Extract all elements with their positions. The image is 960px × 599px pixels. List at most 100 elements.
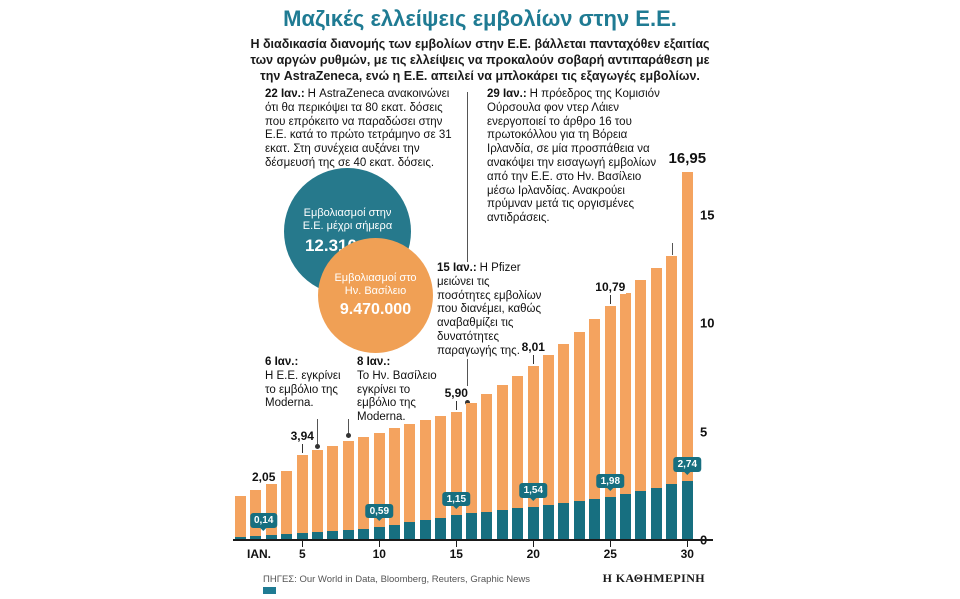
uk-value-label: 3,94 (289, 428, 315, 443)
uk-bar (404, 423, 416, 540)
uk-bar (650, 267, 662, 540)
uk-bar (681, 172, 693, 540)
eu-bar (327, 530, 339, 540)
uk-bar (358, 436, 370, 540)
eu-value-pin: 1,98 (596, 473, 625, 489)
leader-dot-jan8 (346, 433, 351, 438)
x-axis-line (233, 539, 713, 541)
x-axis-tick (610, 541, 612, 547)
annotation-jan29-text: Η πρόεδρος της Κομισιόν Ούρσουλα φον ντε… (487, 88, 660, 225)
x-axis-label: 10 (372, 547, 386, 561)
eu-value-pin: 2,74 (673, 457, 702, 472)
eu-bar (558, 502, 570, 540)
eu-vaccinations-label: Εμβολιασμοί στην Ε.Ε. μέχρι σήμερα (302, 206, 393, 232)
y-axis-label: 10 (700, 315, 715, 331)
uk-value-label: 5,90 (443, 385, 469, 400)
eu-bar (435, 517, 447, 540)
vaccination-bar-chart: 2,05 3,94 5,90 8,01 10,79 16,95 0,14 0,59 1,15 1,… (233, 150, 715, 561)
eu-bar (620, 494, 631, 540)
uk-bar (527, 366, 539, 540)
annotation-jan29-date: 29 Ιαν.: (487, 88, 527, 100)
uk-bar (573, 331, 585, 540)
eu-bar (481, 511, 493, 540)
eu-bar (373, 527, 385, 540)
page-title: Μαζικές ελλείψεις εμβολίων στην Ε.Ε. (283, 6, 677, 31)
eu-value-pin: 1,54 (519, 483, 548, 498)
eu-value-pin: 1,15 (442, 491, 471, 507)
uk-value-label: 16,95 (667, 150, 708, 168)
eu-value-pin: 0,14 (249, 513, 278, 528)
uk-bar (543, 354, 554, 540)
eu-bar (281, 534, 293, 540)
newspaper-brand: Η ΚΑΘΗΜΕΡΙΝΗ (602, 571, 705, 585)
uk-bar (450, 411, 462, 540)
x-axis-tick (533, 541, 535, 547)
uk-bar (620, 292, 631, 540)
leader-line-jan8 (348, 419, 349, 435)
uk-bar (265, 483, 277, 540)
uk-bar (466, 403, 477, 540)
uk-vaccinations-circle: Εμβολιασμοί στο Ην. Βασίλειο 9.470.000 (318, 238, 433, 353)
uk-bar (327, 445, 339, 540)
x-axis-label: 20 (526, 547, 540, 561)
annotation-jan22: 22 Ιαν.: Η AstraZeneca ανακοινώνει ότι θα… (265, 88, 461, 171)
eu-bar (235, 536, 246, 540)
eu-bar (650, 487, 662, 540)
uk-value-label: 8,01 (520, 340, 546, 355)
annotation-jan15-date: 15 Ιαν.: (437, 262, 477, 274)
uk-bar (235, 495, 246, 540)
uk-label-pointer (456, 400, 458, 410)
sources-text: ΠΗΓΕΣ: Our World in Data, Bloomberg, Reu… (263, 574, 530, 585)
uk-bar (481, 394, 493, 540)
annotation-jan22-text: Η AstraZeneca ανακοινώνει ότι θα περικόψ… (265, 88, 452, 169)
uk-bar (312, 449, 323, 540)
eu-bar (296, 533, 308, 540)
eu-bar (496, 509, 508, 540)
eu-bar (681, 480, 693, 540)
eu-bar (389, 524, 400, 540)
uk-bar (419, 419, 431, 540)
uk-bar (666, 255, 678, 540)
uk-bar (373, 432, 385, 540)
annotation-jan8-text: Το Ην. Βασίλειο εγκρίνει το εμβόλιο της … (357, 369, 437, 424)
uk-bar (589, 319, 601, 540)
annotation-jan29: 29 Ιαν.: Η πρόεδρος της Κομισιόν Ούρσουλα… (487, 88, 665, 226)
eu-bar (635, 490, 647, 540)
eu-bar (666, 484, 678, 540)
uk-bar (342, 441, 354, 540)
eu-value-pin: 0,59 (365, 503, 394, 519)
eu-bar (312, 531, 323, 540)
eu-bar (342, 529, 354, 540)
annotation-jan8-date: 8 Ιαν.: (357, 356, 391, 368)
leader-dot-jan22 (465, 400, 470, 405)
annotation-jan6-text: Η Ε.Ε. εγκρίνει το εμβόλιο της Moderna. (265, 369, 341, 410)
eu-bar (589, 498, 601, 540)
eu-bar (358, 528, 370, 540)
x-axis-label: 5 (298, 547, 306, 561)
leader-line-jan6 (317, 419, 318, 445)
x-axis-label: ΙΑΝ. (247, 547, 271, 561)
x-axis-tick (302, 541, 304, 547)
eu-bar (404, 522, 416, 540)
eu-bar (573, 500, 585, 540)
annotation-jan8: 8 Ιαν.: Το Ην. Βασίλειο εγκρίνει το εμβόλ… (357, 356, 437, 425)
y-axis-label: 15 (700, 207, 715, 222)
x-axis-tick (379, 541, 381, 547)
x-axis-label: 15 (449, 547, 463, 561)
eu-bar (265, 535, 277, 540)
uk-vaccinations-value: 9.470.000 (339, 301, 412, 319)
uk-bar (635, 279, 647, 540)
uk-value-label: 10,79 (594, 279, 627, 294)
leader-line-jan22 (467, 92, 468, 402)
uk-bar (496, 385, 508, 540)
x-axis-label: 25 (603, 547, 617, 561)
leader-line-jan29 (672, 243, 673, 255)
eu-bar (543, 504, 554, 540)
x-axis-label: 30 (680, 547, 694, 561)
annotation-jan15-text: Η Pfizer μειώνει τις ποσότητες εμβολίων … (437, 262, 542, 357)
eu-bar (419, 520, 431, 540)
eu-bar (512, 508, 524, 540)
uk-label-pointer (533, 355, 535, 365)
eu-bar (466, 513, 477, 540)
uk-vaccinations-label: Εμβολιασμοί στο Ην. Βασίλειο (334, 271, 417, 297)
